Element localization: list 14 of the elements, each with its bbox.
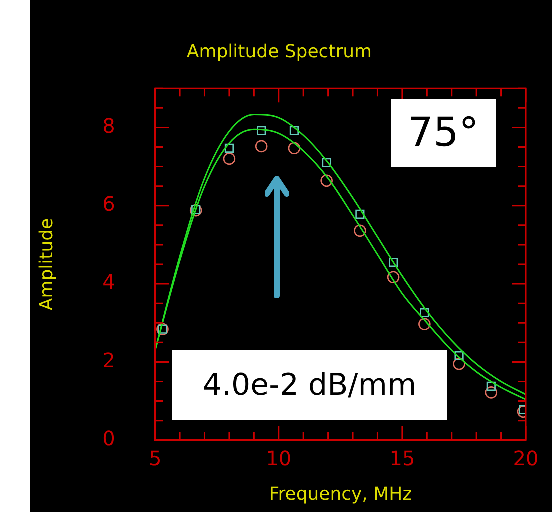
x-tick-label: 5 <box>148 446 162 471</box>
x-tick-label: 10 <box>266 446 292 471</box>
chart-title: Amplitude Spectrum <box>186 41 372 62</box>
x-tick-label: 20 <box>513 446 539 471</box>
y-axis-title: Amplitude <box>36 218 58 311</box>
x-tick-label: 15 <box>390 446 416 471</box>
annotation: 4.0e-2 dB/mm <box>172 350 448 420</box>
x-axis-title: Frequency, MHz <box>269 484 412 505</box>
y-tick-label: 6 <box>102 192 116 216</box>
annotation: 75° <box>391 98 496 167</box>
y-tick-label: 2 <box>102 348 116 372</box>
y-tick-label: 4 <box>102 270 116 294</box>
y-tick-label: 8 <box>102 114 116 138</box>
y-tick-label: 0 <box>102 426 116 451</box>
